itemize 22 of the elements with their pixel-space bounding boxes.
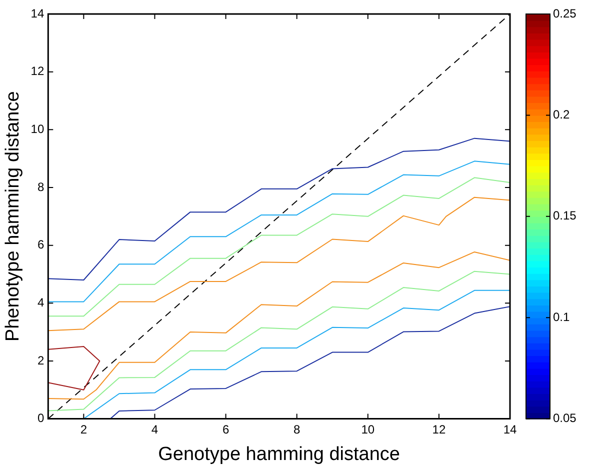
color-bar-label: 0.05 <box>553 411 577 426</box>
x-tick-label: 8 <box>293 422 300 436</box>
y-tick-label: 14 <box>30 6 44 20</box>
y-tick-label: 0 <box>37 411 44 426</box>
x-tick-label: 4 <box>151 422 158 436</box>
y-tick-label: 4 <box>37 295 44 310</box>
y-axis-title: Phenotype hamming distance <box>2 91 24 342</box>
x-tick-label: 6 <box>222 422 230 436</box>
y-tick-label: 12 <box>30 64 44 78</box>
color-bar-label: 0.2 <box>553 108 570 122</box>
y-tick-label: 8 <box>37 180 44 194</box>
x-tick-label: 2 <box>80 422 88 436</box>
x-tick-label: 10 <box>361 422 375 436</box>
x-tick-label: 12 <box>432 422 446 436</box>
y-tick-label: 2 <box>37 353 44 368</box>
y-tick-label: 6 <box>37 238 44 252</box>
x-axis-title: Genotype hamming distance <box>158 444 400 465</box>
color-bar-label: 0.25 <box>553 6 577 20</box>
y-tick-label: 10 <box>30 122 44 136</box>
color-bar-label: 0.15 <box>553 208 577 223</box>
x-tick-label: 14 <box>503 422 517 436</box>
color-bar-label: 0.1 <box>553 310 570 324</box>
